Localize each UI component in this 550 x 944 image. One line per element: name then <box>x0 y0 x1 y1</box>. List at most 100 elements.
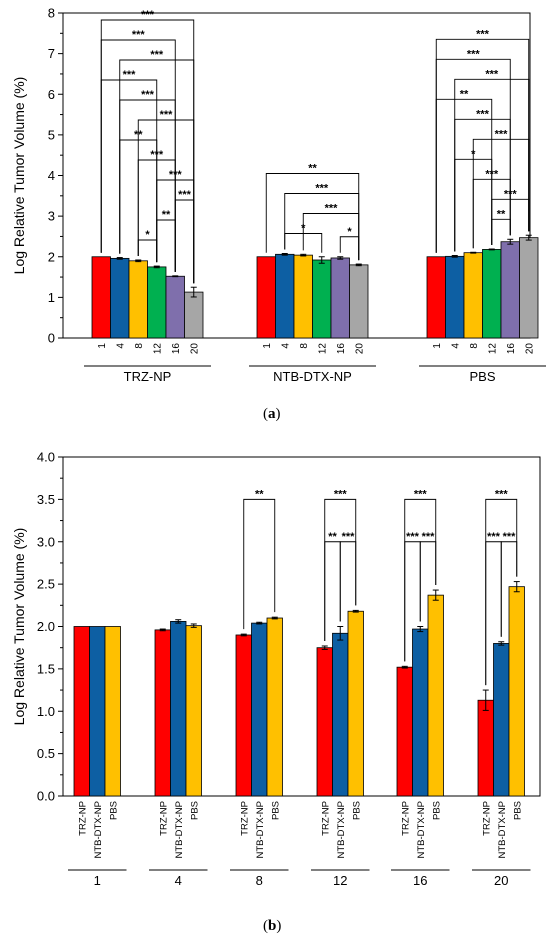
significance-label: *** <box>141 89 155 101</box>
bar <box>104 626 121 797</box>
significance-label: * <box>347 226 352 238</box>
significance-bracket <box>404 498 437 662</box>
y-tick-label: 0 <box>48 331 55 346</box>
significance-label: *** <box>495 128 509 140</box>
significance-label: *** <box>487 531 501 543</box>
y-tick-label: 5 <box>48 127 55 142</box>
series-label: NTB-DTX-NP <box>336 801 347 859</box>
significance-label: ** <box>328 531 337 543</box>
group-label: TRZ-NP <box>124 369 172 384</box>
bar <box>73 626 90 797</box>
bar <box>396 666 413 797</box>
y-tick-label: 2 <box>48 249 55 264</box>
day-label: 20 <box>189 343 200 355</box>
significance-label: *** <box>132 29 146 41</box>
y-tick-label: 3 <box>48 209 55 224</box>
bar <box>251 622 268 797</box>
series-label: NTB-DTX-NP <box>497 801 508 859</box>
day-label: 20 <box>524 343 535 355</box>
bar <box>91 256 111 339</box>
series-label: NTB-DTX-NP <box>416 801 427 859</box>
bar <box>110 257 130 339</box>
significance-bracket <box>137 239 158 263</box>
series-label: PBS <box>431 801 442 820</box>
bar <box>519 237 539 339</box>
significance-label: *** <box>141 9 155 21</box>
y-tick-label: 1 <box>48 290 55 305</box>
bar <box>170 621 187 797</box>
day-label: 8 <box>299 343 310 349</box>
series-label: NTB-DTX-NP <box>255 801 266 859</box>
y-tick-label: 3.0 <box>37 534 55 549</box>
bar <box>154 629 171 797</box>
significance-label: *** <box>485 68 499 80</box>
bar <box>445 255 465 339</box>
significance-label: *** <box>342 531 356 543</box>
significance-label: ** <box>162 209 171 221</box>
significance-label: *** <box>160 109 174 121</box>
series-label: NTB-DTX-NP <box>93 801 104 859</box>
y-tick-label: 0.5 <box>37 746 55 761</box>
significance-bracket <box>485 498 518 686</box>
group-label: PBS <box>469 369 495 384</box>
category-label: 4 <box>175 873 182 888</box>
day-label: 12 <box>152 343 163 355</box>
bar <box>266 617 283 797</box>
significance-label: ** <box>460 88 469 100</box>
day-label: 8 <box>134 343 145 349</box>
bar <box>330 257 350 339</box>
series-label: TRZ-NP <box>320 801 331 836</box>
bar <box>256 256 276 339</box>
bar <box>500 241 520 339</box>
bar <box>482 249 502 339</box>
y-tick-label: 4.0 <box>37 450 55 465</box>
bar <box>89 626 106 797</box>
y-tick-label: 6 <box>48 87 55 102</box>
day-label: 8 <box>469 343 480 349</box>
series-label: PBS <box>512 801 523 820</box>
day-label: 4 <box>280 343 291 349</box>
y-tick-label: 2.0 <box>37 619 55 634</box>
y-tick-label: 1.0 <box>37 704 55 719</box>
significance-label: * <box>145 229 150 241</box>
panel-label-b: (b) <box>263 918 282 934</box>
series-label: TRZ-NP <box>481 801 492 836</box>
bar <box>147 266 167 339</box>
significance-bracket <box>472 138 530 249</box>
series-label: TRZ-NP <box>158 801 169 836</box>
significance-bracket <box>339 541 357 622</box>
significance-bracket <box>435 38 530 253</box>
day-label: 16 <box>171 343 182 355</box>
significance-label: ** <box>308 163 317 175</box>
y-tick-label: 1.5 <box>37 661 55 676</box>
bar <box>128 260 148 339</box>
day-label: 16 <box>336 343 347 355</box>
significance-label: *** <box>467 48 481 60</box>
significance-bracket <box>243 498 276 630</box>
bar <box>332 632 349 797</box>
y-axis-label: Log Relative Tumor Volume (%) <box>11 77 27 275</box>
y-tick-label: 0.0 <box>37 789 55 804</box>
significance-label: *** <box>150 49 164 61</box>
significance-label: ** <box>497 208 506 220</box>
significance-label: *** <box>495 488 509 500</box>
category-label: 16 <box>413 873 427 888</box>
panel-label-a: (a) <box>263 406 281 422</box>
significance-bracket <box>119 99 176 272</box>
significance-label: *** <box>503 531 517 543</box>
day-label: 20 <box>354 343 365 355</box>
significance-label: *** <box>123 69 137 81</box>
significance-label: *** <box>334 488 348 500</box>
bar <box>426 256 446 339</box>
series-label: PBS <box>108 801 119 820</box>
y-tick-label: 8 <box>48 6 55 21</box>
day-label: 4 <box>450 343 461 349</box>
day-label: 1 <box>262 343 273 349</box>
day-label: 16 <box>506 343 517 355</box>
significance-label: *** <box>315 183 329 195</box>
bar <box>347 610 364 797</box>
group-label: NTB-DTX-NP <box>273 369 352 384</box>
bar <box>412 628 429 797</box>
